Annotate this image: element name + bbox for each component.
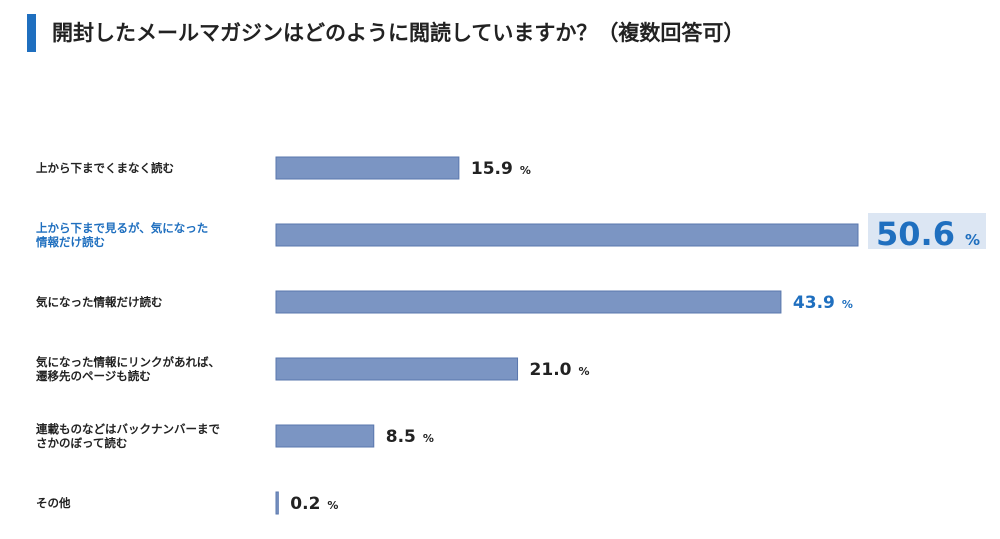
category-label: 上から下までくまなく読む [36,161,174,175]
category-label: 気になった情報にリンクがあれば、 [36,355,220,369]
category-label: 上から下まで見るが、気になった [36,221,208,235]
bar [275,223,859,247]
chart-title: 開封したメールマガジンはどのように閲読していますか？（複数回答可） [52,21,745,45]
value-label: 0.2% [290,494,338,514]
category-label: 連載ものなどはバックナンバーまで [36,422,220,436]
category-label: 気になった情報だけ読む [36,295,163,309]
value-label: 15.9% [471,159,531,179]
category-label: 遷移先のページも読む [36,369,151,383]
value-label: 21.0% [530,360,590,380]
category-label: 情報だけ読む [35,235,105,249]
bar [275,290,782,314]
value-highlight-background [868,213,986,249]
category-label: その他 [36,496,71,510]
value-label: 43.9% [793,293,853,313]
category-label: さかのぼって読む [36,436,127,450]
value-label: 8.5% [386,427,434,447]
value-label: 50.6% [876,215,980,253]
title-accent-bar [27,14,36,52]
bar [275,491,279,515]
bar [275,424,375,448]
bar [275,156,460,180]
bar [275,357,519,381]
